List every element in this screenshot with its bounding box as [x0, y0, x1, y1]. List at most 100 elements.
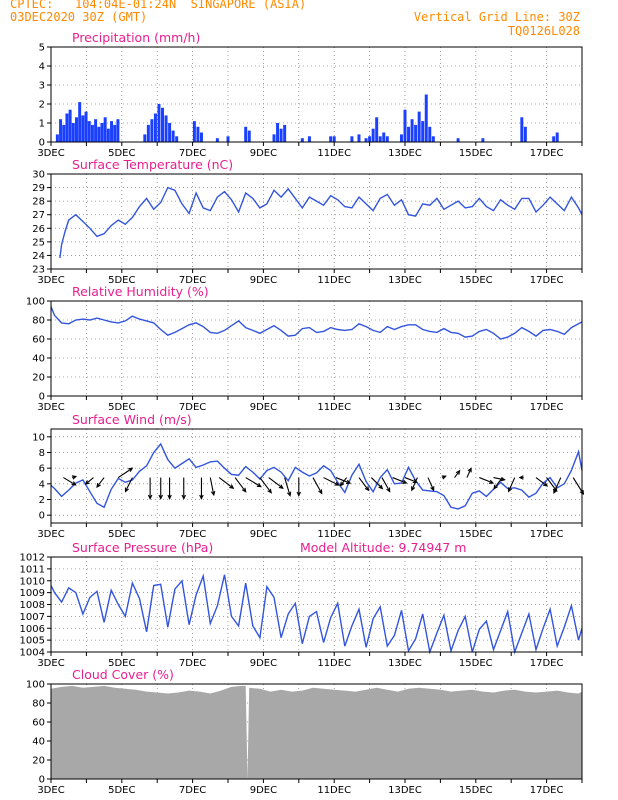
- x-tick-label: 5DEC: [108, 148, 135, 159]
- wind-arrow-head: [386, 487, 391, 493]
- wind-arrow-head: [124, 487, 129, 493]
- y-tick-label: 1011: [20, 564, 45, 575]
- y-tick-label: 100: [26, 680, 45, 691]
- wind-arrow-head: [339, 481, 345, 487]
- y-tick-label: 1008: [20, 600, 45, 611]
- y-tick-label: 40: [32, 354, 45, 365]
- y-tick-label: 1006: [20, 624, 45, 635]
- wind-arrow-head: [210, 490, 216, 497]
- wind-arrow-head: [256, 482, 262, 488]
- panel-title: Surface Temperature (nC): [72, 157, 233, 172]
- wind-arrow-head: [158, 494, 163, 500]
- x-tick-label: 15DEC: [459, 148, 493, 159]
- precip-bar: [424, 94, 428, 142]
- panel-6: [47, 683, 583, 783]
- wind-arrow-head: [71, 481, 77, 486]
- wind-arrow: [96, 477, 105, 488]
- x-tick-label: 9DEC: [250, 785, 277, 796]
- wind-arrow-head: [229, 484, 235, 489]
- x-tick-label: 11DEC: [317, 785, 351, 796]
- y-tick-label: 28: [32, 197, 45, 208]
- panel-frame: [50, 173, 583, 270]
- wind-arrow: [209, 477, 215, 495]
- wind-arrow: [234, 477, 247, 493]
- panel-1: [47, 46, 583, 146]
- precip-bar: [371, 128, 375, 142]
- y-tick-label: 30: [32, 170, 45, 181]
- wind-arrow-head: [147, 494, 153, 500]
- precip-bar: [382, 132, 386, 142]
- precip-bar: [87, 121, 91, 142]
- x-tick-label: 3DEC: [37, 658, 64, 669]
- wind-arrow: [85, 477, 94, 485]
- precip-bar: [62, 124, 66, 142]
- y-tick-label: 80: [32, 699, 45, 710]
- panel-title: Precipitation (mm/h): [72, 30, 200, 45]
- precip-bar: [150, 119, 154, 142]
- wind-arrow: [335, 477, 351, 484]
- precip-bar: [378, 136, 382, 142]
- precip-bar: [272, 134, 276, 142]
- wind-arrow: [117, 467, 133, 479]
- y-tick-label: 24: [32, 251, 45, 262]
- y-tick-label: 26: [32, 224, 45, 235]
- precip-bar: [364, 138, 368, 142]
- y-tick-label: 5: [39, 43, 45, 54]
- wind-arrow: [466, 468, 472, 478]
- panel-title: Surface Pressure (hPa): [72, 540, 213, 555]
- precip-bar: [78, 102, 82, 142]
- wind-arrow-head: [278, 484, 284, 489]
- wind-arrow: [340, 477, 348, 486]
- x-tick-label: 7DEC: [179, 275, 206, 286]
- precip-bar: [146, 124, 150, 142]
- wind-arrow-head: [267, 488, 272, 494]
- wind-arrow-head: [553, 488, 558, 495]
- x-tick-label: 5DEC: [108, 529, 135, 540]
- x-tick-label: 11DEC: [317, 529, 351, 540]
- x-tick-label: 15DEC: [459, 402, 493, 413]
- wind-arrow: [493, 477, 505, 481]
- x-tick-label: 3DEC: [37, 148, 64, 159]
- y-tick-label: 1004: [20, 648, 45, 659]
- series-line: [50, 306, 583, 340]
- panel-title: Relative Humidity (%): [72, 284, 209, 299]
- y-tick-label: 1009: [20, 588, 45, 599]
- precip-bar: [94, 119, 98, 142]
- y-tick-label: 10: [32, 432, 45, 443]
- precip-bar: [71, 123, 75, 142]
- x-tick-label: 5DEC: [108, 785, 135, 796]
- wind-arrow-head: [411, 486, 416, 492]
- precip-bar: [300, 138, 304, 142]
- y-tick-label: 0: [39, 775, 45, 786]
- wind-arrow-head: [430, 486, 435, 492]
- cloud-cover-area: [51, 685, 582, 779]
- y-tick-label: 20: [32, 373, 45, 384]
- precip-bar: [226, 136, 230, 142]
- precip-bar: [84, 111, 88, 142]
- x-tick-label: 13DEC: [388, 402, 422, 413]
- x-tick-label: 7DEC: [179, 785, 206, 796]
- y-tick-label: 1005: [20, 636, 45, 647]
- forecast-date: 03DEC2020 30Z (GMT): [10, 10, 148, 24]
- y-tick-label: 20: [32, 756, 45, 767]
- wind-arrow: [535, 477, 548, 487]
- y-tick-label: 2: [39, 100, 45, 111]
- wind-arrow-head: [181, 494, 186, 500]
- x-tick-label: 17DEC: [530, 529, 564, 540]
- precip-bar: [59, 119, 63, 142]
- precip-bar: [375, 117, 379, 142]
- wind-arrow-head: [507, 487, 513, 493]
- y-tick-label: 80: [32, 316, 45, 327]
- x-tick-label: 11DEC: [317, 148, 351, 159]
- y-tick-label: 23: [32, 265, 45, 276]
- y-tick-label: 100: [26, 297, 45, 308]
- x-tick-label: 9DEC: [250, 275, 277, 286]
- series-line: [59, 186, 583, 259]
- precip-bar: [279, 128, 283, 142]
- wind-arrow: [392, 477, 407, 484]
- x-tick-label: 13DEC: [388, 658, 422, 669]
- precip-bar: [192, 121, 196, 142]
- y-tick-label: 60: [32, 718, 45, 729]
- y-tick-label: 3: [39, 81, 45, 92]
